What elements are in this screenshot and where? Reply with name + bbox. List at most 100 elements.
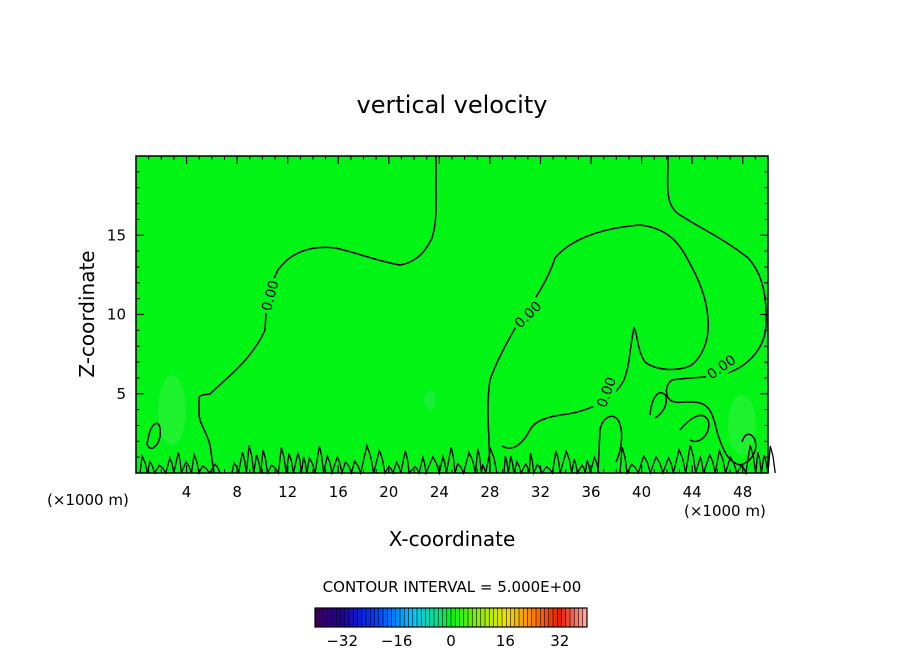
x-tick-label: 4 (182, 483, 192, 501)
colorbar-swatch (383, 608, 388, 627)
colorbar-swatch (404, 608, 409, 627)
contour-label-bg (701, 349, 742, 385)
colorbar-swatch (540, 608, 545, 627)
colorbar-swatch (574, 608, 579, 627)
x-unit-right: (×1000 m) (684, 502, 766, 520)
colorbar-swatch (531, 608, 537, 627)
colorbar-tick-label: −16 (381, 632, 413, 650)
contour-label-text: 0.00 (259, 279, 283, 313)
colorbar-swatch (451, 608, 456, 627)
colorbar-swatch (353, 608, 358, 627)
contour-interval-text: CONTOUR INTERVAL = 5.000E+00 (323, 578, 582, 596)
chart-title: vertical velocity (357, 91, 548, 119)
colorbar-swatch (506, 608, 511, 627)
x-tick-label: 16 (329, 483, 348, 501)
colorbar-swatch (378, 608, 384, 627)
y-axis-label: Z-coordinate (75, 250, 99, 377)
contour-line (649, 392, 668, 419)
colorbar-swatch (468, 608, 473, 627)
colorbar-swatch (421, 608, 426, 627)
colorbar-swatch (315, 608, 320, 627)
colorbar-swatch (578, 608, 584, 627)
x-tick-label: 28 (480, 483, 499, 501)
colorbar-swatch (493, 608, 499, 627)
contour-line (679, 414, 710, 443)
colorbar-swatch (519, 608, 524, 627)
colorbar-swatch (582, 608, 588, 627)
contour-line (665, 155, 767, 466)
colorbar-swatch (544, 608, 550, 627)
x-axis-label: X-coordinate (389, 527, 516, 551)
colorbar-swatch (553, 608, 558, 627)
x-tick-label: 24 (430, 483, 449, 501)
x-tick-label: 12 (278, 483, 297, 501)
contour-line (146, 422, 162, 449)
colorbar-swatch (332, 608, 337, 627)
colorbar-tick-label: 32 (550, 632, 569, 650)
colorbar-tick-label: 16 (496, 632, 515, 650)
x-tick-label: 20 (379, 483, 398, 501)
colorbar-swatch (570, 608, 575, 627)
colorbar-swatch (446, 608, 452, 627)
colorbar-swatch (395, 608, 401, 627)
x-tick-label: 8 (232, 483, 242, 501)
axis-ticks (136, 156, 768, 473)
boundary-layer-contours (139, 443, 776, 476)
contour-label-bg (256, 275, 284, 316)
colorbar-swatch (455, 608, 460, 627)
colorbar-swatch (442, 608, 448, 627)
colorbar-swatch (408, 608, 414, 627)
colorbar-frame (314, 607, 588, 628)
contour-line (597, 415, 623, 474)
colorbar-swatch (557, 608, 562, 627)
colorbar-swatch (472, 608, 477, 627)
colorbar-swatch (391, 608, 397, 627)
colorbar-swatch (387, 608, 392, 627)
colorbar-swatch (361, 608, 367, 627)
colorbar-swatch (536, 608, 541, 627)
contour-line (198, 156, 437, 474)
colorbar-swatch (497, 608, 503, 627)
colorbar (314, 607, 588, 628)
colorbar-swatch (344, 608, 350, 627)
colorbar-swatch (480, 608, 486, 627)
contour-labels: 0.000.000.000.00 (256, 275, 742, 413)
x-tick-label: 48 (733, 483, 752, 501)
colorbar-swatch (366, 608, 371, 627)
x-tick-label: 36 (581, 483, 600, 501)
colorbar-swatch (374, 608, 380, 627)
colorbar-swatch (336, 608, 341, 627)
field-patch (728, 395, 756, 455)
colorbar-swatch (412, 608, 418, 627)
colorbar-swatch (510, 608, 516, 627)
colorbar-swatch (463, 608, 469, 627)
field-patch (158, 375, 186, 445)
colorbar-swatch (323, 608, 329, 627)
x-tick-labels: 4 8 12 16 20 24 28 32 36 40 44 48 (182, 483, 752, 501)
colorbar-swatch (565, 608, 571, 627)
contour-label-bg (591, 372, 621, 413)
colorbar-swatch (434, 608, 439, 627)
colorbar-swatch (476, 608, 482, 627)
colorbar-swatch (319, 608, 324, 627)
y-tick-labels: 5 10 15 (107, 226, 126, 403)
colorbar-swatch (327, 608, 333, 627)
y-tick-label: 15 (107, 226, 126, 244)
colorbar-swatch (514, 608, 520, 627)
colorbar-tick-label: −32 (326, 632, 358, 650)
colorbar-swatch (425, 608, 431, 627)
colorbar-swatch (357, 608, 363, 627)
colorbar-swatch (489, 608, 494, 627)
velocity-field (136, 156, 768, 473)
colorbar-tick-label: 0 (446, 632, 456, 650)
contour-label: 0.00 (256, 275, 284, 316)
colorbar-swatch (438, 608, 443, 627)
x-tick-label: 32 (531, 483, 550, 501)
x-unit-left: (×1000 m) (47, 491, 129, 509)
colorbar-swatch (523, 608, 528, 627)
field-patch (424, 390, 436, 410)
y-tick-label: 10 (107, 306, 126, 324)
colorbar-tick-labels: −32 −16 0 16 32 (326, 632, 569, 650)
colorbar-swatch (429, 608, 435, 627)
